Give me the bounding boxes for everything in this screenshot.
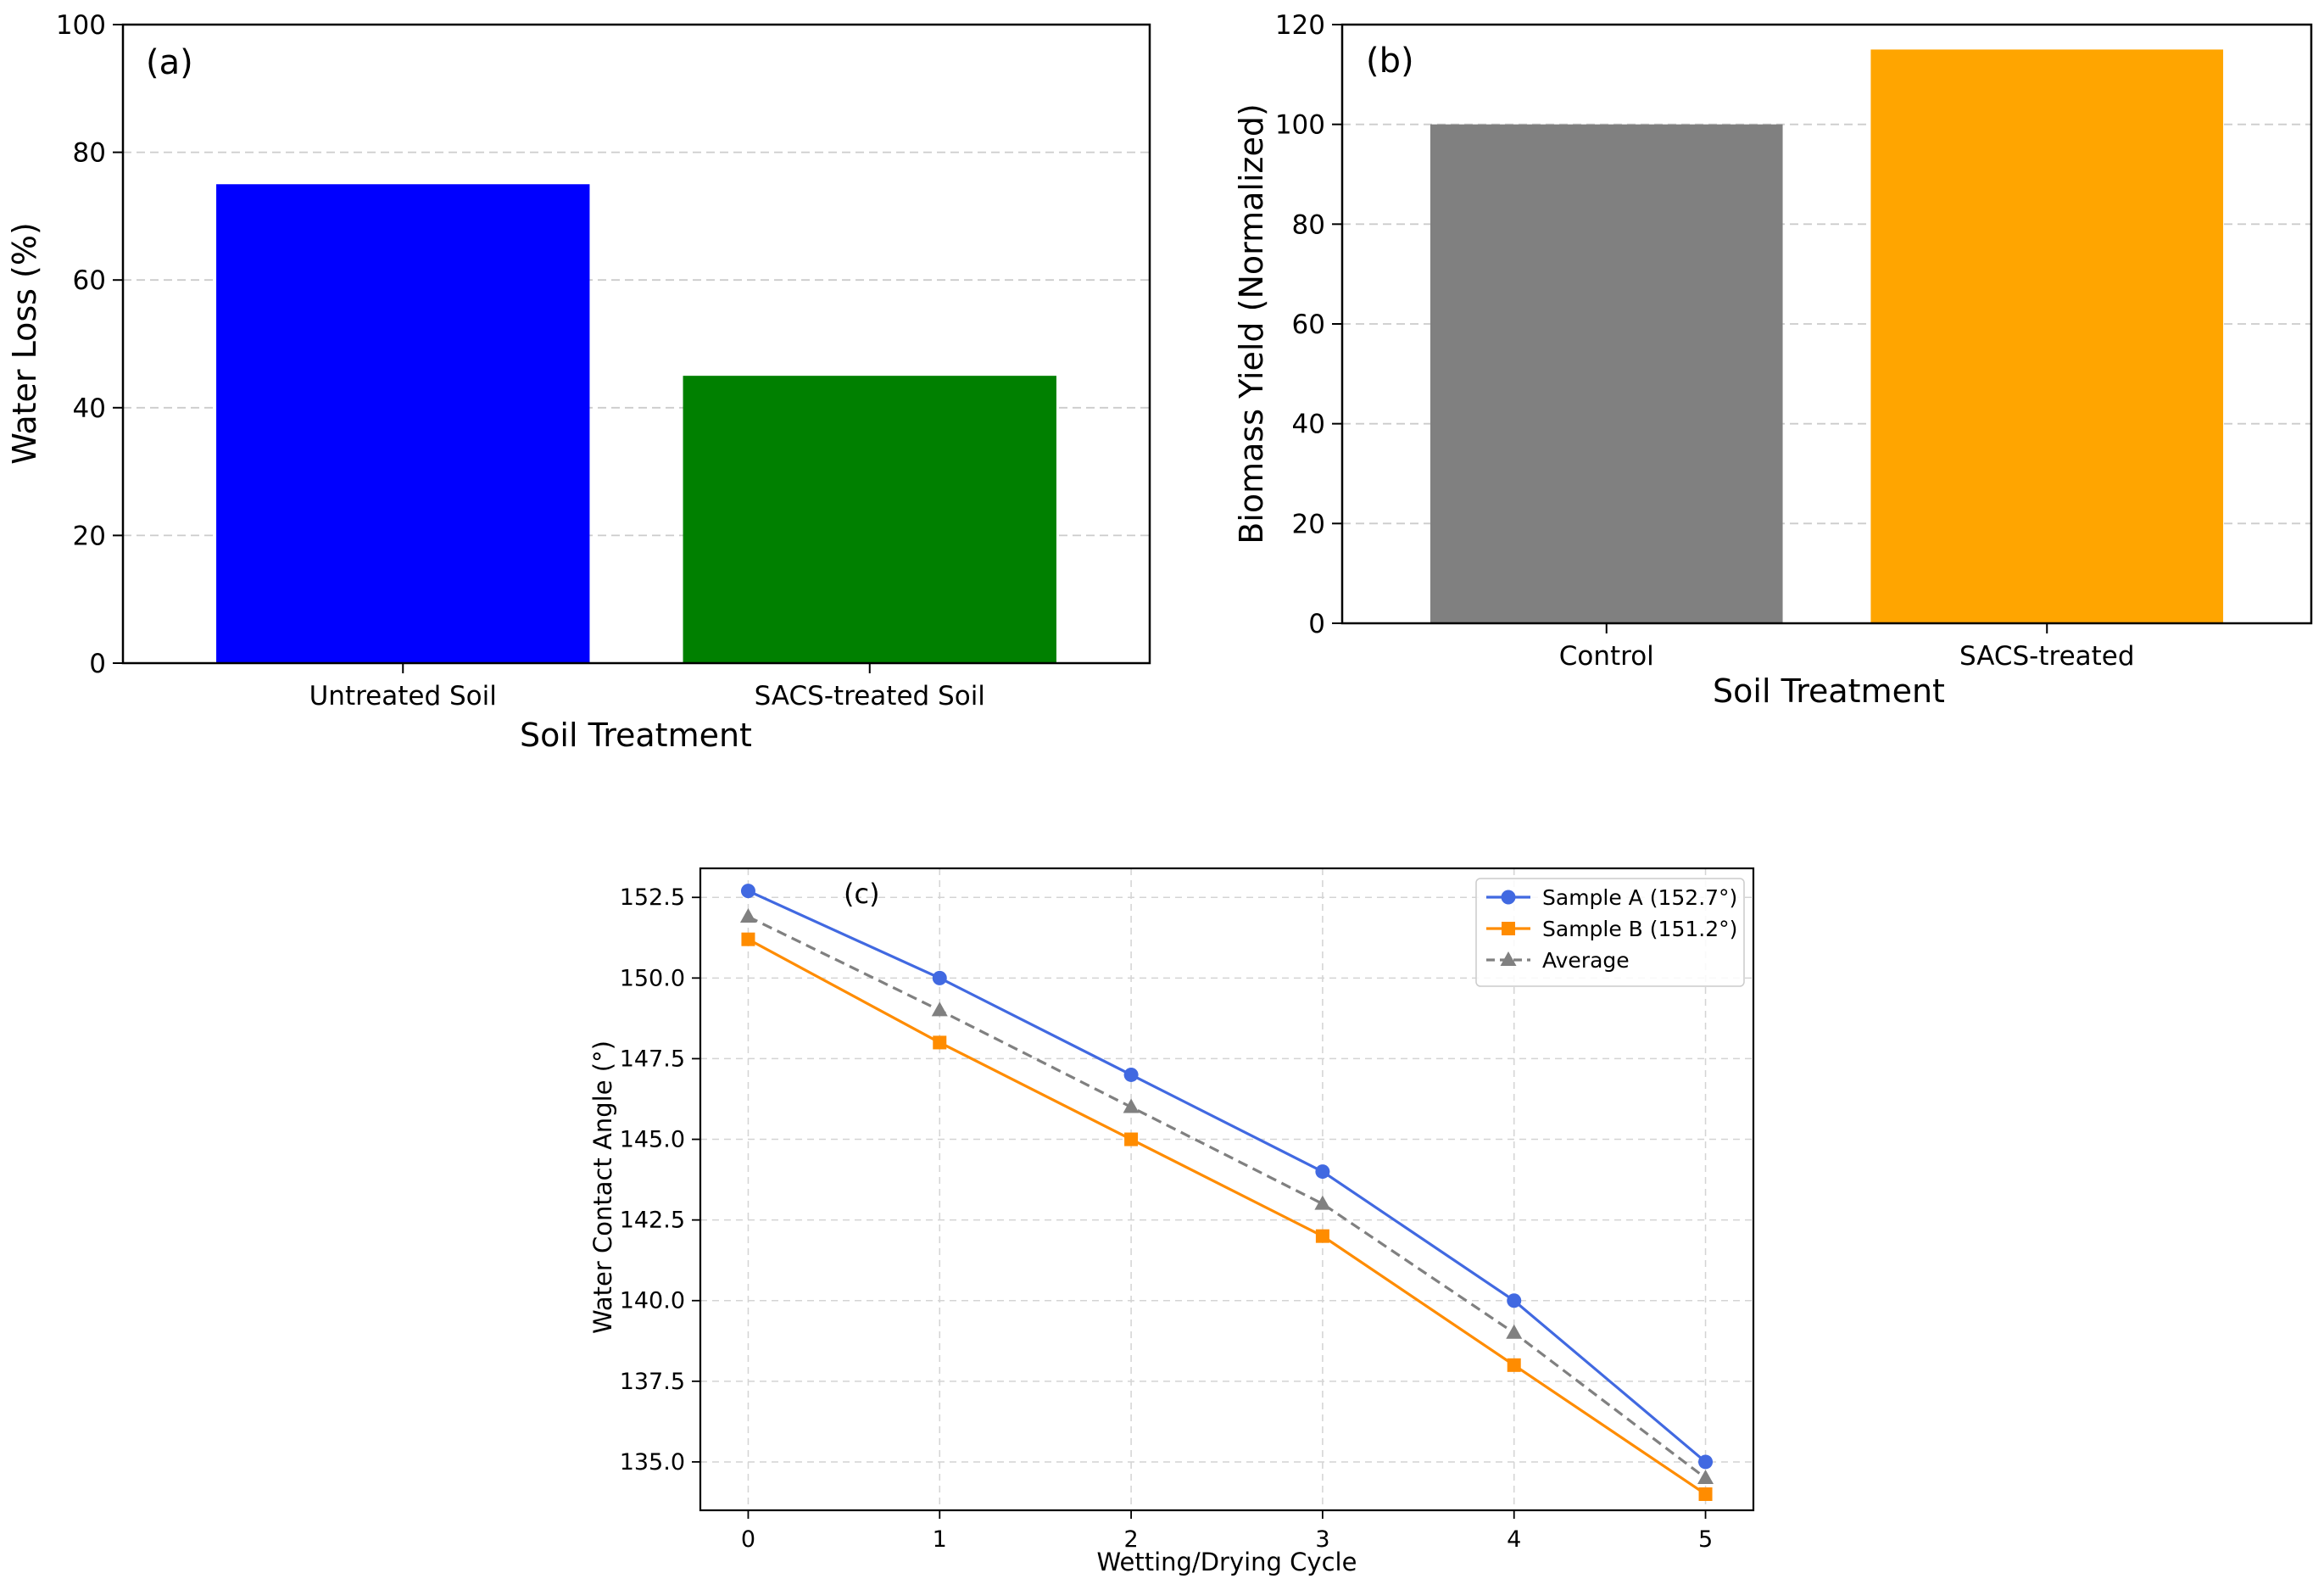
c-series-2-point — [1314, 1195, 1331, 1210]
c-series-2-point — [1123, 1098, 1140, 1113]
c-series-line-2 — [747, 915, 1707, 1480]
chart-a-axes-frame — [121, 23, 1151, 665]
c-x-tick-label: 4 — [1507, 1526, 1521, 1553]
chart-b-y-axis-label: Biomass Yield (Normalized) — [1233, 103, 1270, 544]
c-y-tick-label: 142.5 — [620, 1208, 685, 1234]
chart-b-x-axis-label: Soil Treatment — [1713, 672, 1945, 710]
c-x-tick-label: 2 — [1123, 1526, 1138, 1553]
a-y-tick-label: 40 — [73, 393, 106, 424]
c-series-2-point — [931, 1001, 948, 1017]
c-series-1-point — [1124, 1132, 1139, 1146]
chart-c-panel-label: (c) — [844, 878, 880, 910]
chart-a-y-axis-label: Water Loss (%) — [6, 222, 43, 465]
c-legend-label-1: Sample B (151.2°) — [1542, 917, 1737, 941]
chart-c-series — [739, 884, 1714, 1501]
a-y-tick-label: 80 — [73, 138, 106, 169]
c-y-tick-label: 147.5 — [620, 1046, 685, 1072]
c-y-tick-label: 137.5 — [620, 1369, 685, 1395]
a-bar-1 — [683, 376, 1056, 663]
c-series-0-point — [1507, 1293, 1522, 1308]
chart-a-bars — [216, 184, 1056, 663]
c-legend-marker-1 — [1502, 922, 1515, 935]
chart-c-legend: Sample A (152.7°) Sample B (151.2°) Averag… — [1475, 878, 1745, 987]
c-y-tick-label: 150.0 — [620, 965, 685, 991]
chart-a-y-ticks: 0 20 40 60 80 100 — [56, 10, 123, 679]
chart-b-panel-label: (b) — [1366, 42, 1414, 81]
c-series-0-point — [1123, 1067, 1139, 1082]
b-bar-0 — [1430, 124, 1783, 623]
a-x-tick-label: Untreated Soil — [309, 681, 497, 711]
c-legend-marker-2 — [1500, 951, 1517, 966]
chart-c: 135.0 137.5 140.0 142.5 145.0 147.5 150.0 152.5… — [588, 867, 1755, 1576]
c-x-tick-label: 5 — [1698, 1526, 1713, 1553]
chart-b-bars — [1430, 49, 2224, 623]
c-series-1-point — [1507, 1358, 1521, 1372]
c-y-tick-label: 145.0 — [620, 1127, 685, 1153]
c-y-tick-label: 140.0 — [620, 1288, 685, 1314]
c-x-tick-label: 0 — [741, 1526, 755, 1553]
a-bar-0 — [216, 184, 590, 663]
c-legend-label-0: Sample A (152.7°) — [1542, 885, 1737, 910]
c-series-line-0 — [747, 890, 1707, 1464]
c-legend-marker-0 — [1501, 890, 1516, 905]
chart-a-x-ticks: Untreated Soil SACS-treated Soil — [309, 663, 985, 711]
a-x-tick-label: SACS-treated Soil — [755, 681, 985, 711]
b-y-tick-label: 60 — [1292, 310, 1325, 340]
c-series-1-point — [741, 932, 755, 946]
b-bar-1 — [1870, 49, 2224, 623]
c-y-tick-label: 135.0 — [620, 1449, 685, 1476]
c-legend-box — [1475, 878, 1745, 987]
b-y-tick-label: 120 — [1275, 10, 1325, 41]
chart-a-x-axis-label: Soil Treatment — [520, 717, 752, 754]
chart-c-y-ticks: 135.0 137.5 140.0 142.5 145.0 147.5 150.0 152.5 — [620, 884, 700, 1476]
chart-c-x-axis-label: Wetting/Drying Cycle — [1097, 1548, 1357, 1576]
c-series-1-point — [1315, 1229, 1329, 1243]
c-series-0-point — [1698, 1454, 1714, 1470]
chart-c-gridlines — [700, 868, 1753, 1510]
chart-c-x-ticks: 0 1 2 3 4 5 — [741, 1510, 1713, 1553]
c-y-tick-label: 152.5 — [620, 884, 685, 911]
b-y-tick-label: 40 — [1292, 410, 1325, 440]
chart-a-panel-label: (a) — [146, 43, 193, 82]
chart-c-axes-frame — [699, 867, 1755, 1512]
c-series-0-point — [1315, 1164, 1330, 1180]
b-y-tick-label: 0 — [1308, 609, 1325, 639]
chart-b-y-ticks: 0 20 40 60 80 100 120 — [1275, 10, 1342, 639]
b-y-tick-label: 80 — [1292, 209, 1325, 240]
c-series-line-1 — [747, 938, 1707, 1496]
c-series-2-point — [1506, 1324, 1523, 1339]
c-series-2-point — [1697, 1469, 1714, 1484]
c-series-0-point — [740, 884, 755, 899]
c-series-2-point — [739, 908, 756, 923]
b-y-tick-label: 100 — [1275, 110, 1325, 141]
c-series-1-point — [1698, 1487, 1713, 1501]
c-legend-label-2: Average — [1542, 948, 1630, 973]
c-x-tick-label: 1 — [933, 1526, 947, 1553]
chart-a: 0 20 40 60 80 100 Untreated Soil SACS-treated … — [6, 10, 1151, 754]
b-x-tick-label: Control — [1559, 641, 1654, 672]
a-y-tick-label: 60 — [73, 265, 106, 296]
chart-b-x-ticks: Control SACS-treated — [1559, 623, 2135, 672]
b-y-tick-label: 20 — [1292, 509, 1325, 539]
a-y-tick-label: 0 — [89, 649, 106, 679]
a-y-tick-label: 100 — [56, 10, 106, 41]
c-series-0-point — [932, 970, 947, 985]
chart-c-y-axis-label: Water Contact Angle (°) — [588, 1040, 617, 1334]
c-series-1-point — [933, 1035, 947, 1050]
b-x-tick-label: SACS-treated — [1959, 641, 2135, 672]
a-y-tick-label: 20 — [73, 521, 106, 551]
c-x-tick-label: 3 — [1315, 1526, 1329, 1553]
